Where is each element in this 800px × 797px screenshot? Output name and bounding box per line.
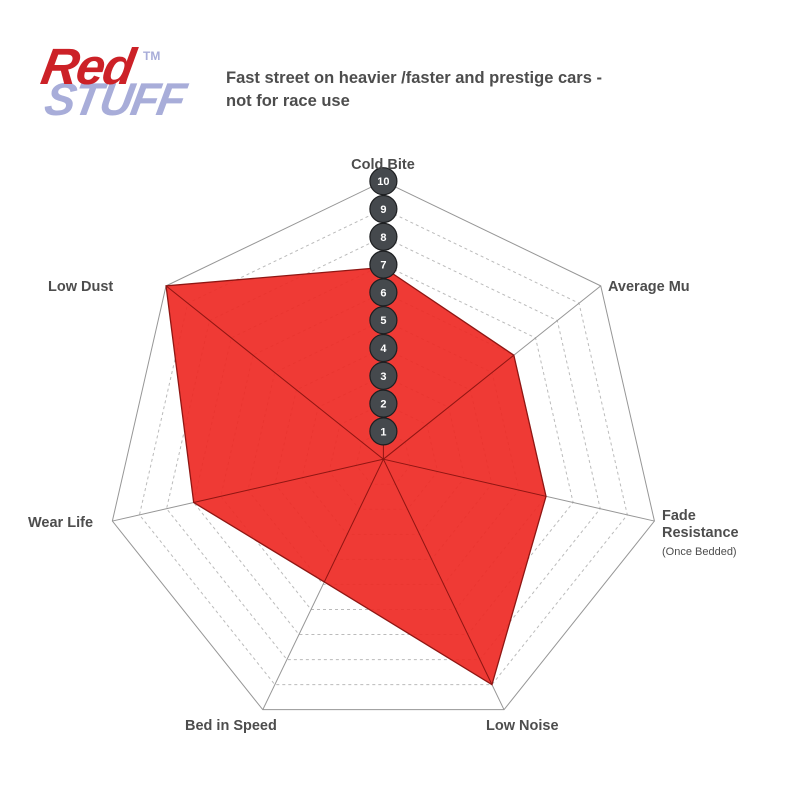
svg-text:3: 3	[380, 371, 386, 383]
svg-text:10: 10	[377, 176, 389, 188]
svg-text:5: 5	[380, 315, 386, 327]
svg-text:2: 2	[380, 399, 386, 411]
svg-text:4: 4	[380, 343, 387, 355]
svg-text:7: 7	[380, 260, 386, 272]
svg-text:1: 1	[380, 426, 386, 438]
svg-text:Red: Red	[37, 37, 141, 95]
svg-text:TM: TM	[143, 49, 160, 63]
svg-text:8: 8	[380, 232, 386, 244]
svg-text:6: 6	[380, 287, 386, 299]
svg-text:9: 9	[380, 204, 386, 216]
